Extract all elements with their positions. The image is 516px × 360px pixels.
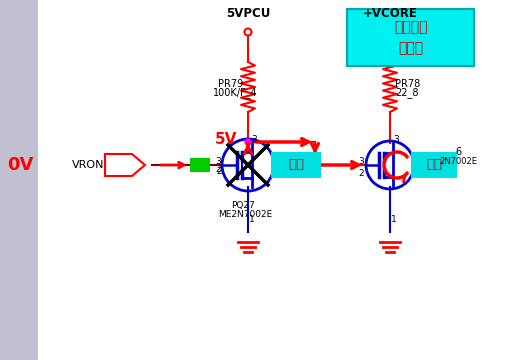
Text: 导通: 导通 <box>426 158 442 171</box>
Text: 5V: 5V <box>215 132 237 148</box>
Text: 截止: 截止 <box>288 158 304 171</box>
Text: 5VPCU: 5VPCU <box>226 7 270 20</box>
Text: PQ27: PQ27 <box>231 201 255 210</box>
Bar <box>0 0 38 360</box>
Text: PR79: PR79 <box>218 79 243 89</box>
Circle shape <box>245 139 251 145</box>
Text: 1: 1 <box>249 216 255 225</box>
Text: 3: 3 <box>393 135 399 144</box>
Text: ME2N7002E: ME2N7002E <box>218 210 272 219</box>
Text: 22_8: 22_8 <box>395 87 418 98</box>
Text: PR78: PR78 <box>395 79 420 89</box>
Text: VRON: VRON <box>72 160 104 170</box>
Text: 被拉低: 被拉低 <box>398 41 424 55</box>
Text: 2: 2 <box>216 167 222 176</box>
Text: 100K/F_4: 100K/F_4 <box>213 87 257 98</box>
Text: 2: 2 <box>215 165 221 174</box>
Text: 此处电压: 此处电压 <box>394 20 428 34</box>
Text: 3: 3 <box>215 157 221 166</box>
Text: 2: 2 <box>358 168 364 177</box>
Text: 2N7002E: 2N7002E <box>439 157 477 166</box>
Text: +VCORE: +VCORE <box>363 7 417 20</box>
Text: 3: 3 <box>358 157 364 166</box>
FancyBboxPatch shape <box>271 152 321 178</box>
Bar <box>190 158 210 172</box>
Text: 1: 1 <box>391 216 397 225</box>
Text: 3: 3 <box>251 135 257 144</box>
Text: 0V: 0V <box>7 156 33 174</box>
FancyBboxPatch shape <box>347 9 474 66</box>
FancyBboxPatch shape <box>411 152 457 178</box>
Text: 6: 6 <box>455 147 461 157</box>
